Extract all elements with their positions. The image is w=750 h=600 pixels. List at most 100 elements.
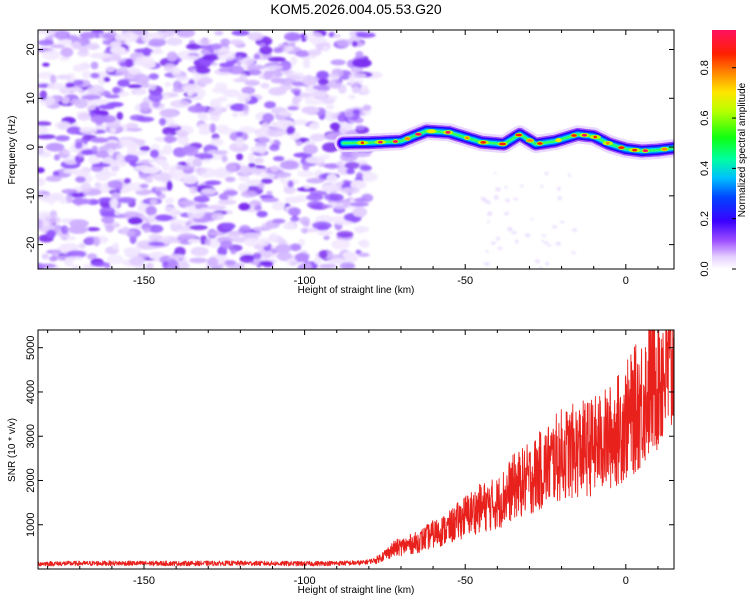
spectrogram-noise-speck	[496, 236, 500, 241]
spectrogram-y-tick-label: -10	[25, 188, 37, 204]
spectrogram-noise-blob	[239, 73, 248, 83]
spectrogram-noise-blob	[79, 31, 97, 39]
spectrogram-noise-blob	[38, 39, 54, 46]
spectrogram-noise-blob	[64, 257, 74, 267]
spectrogram-noise-blob	[81, 94, 102, 100]
spectrogram-noise-blob	[98, 33, 105, 38]
spectrogram-noise-blob	[302, 220, 310, 228]
spectrogram-noise-speck	[572, 228, 578, 232]
spectrogram-noise-blob	[213, 264, 224, 269]
spectrogram-noise-speck	[525, 233, 531, 238]
spectrogram-noise-blob	[348, 75, 356, 85]
spectrogram-noise-blob	[306, 194, 324, 201]
colorbar-label: Normalized spectral amplitude	[737, 82, 748, 217]
spectrogram-noise-blob	[38, 125, 49, 135]
spectrogram-noise-speck	[495, 187, 501, 192]
snr-frame	[37, 329, 675, 570]
spectrogram-noise-blob	[275, 171, 292, 178]
spectrogram-noise-blob	[352, 109, 361, 115]
spectrogram-noise-blob	[318, 250, 328, 259]
spectrogram-noise-blob	[198, 77, 213, 85]
spectrogram-noise-blob	[172, 88, 186, 93]
spectrogram-noise-blob	[279, 160, 299, 170]
spectrogram-noise-blob	[217, 50, 236, 61]
colorbar-tick-label: 0.0	[699, 261, 711, 276]
snr-x-tick-label: -150	[133, 575, 155, 587]
spectrogram-noise-blob	[79, 62, 91, 70]
spectrogram-ridge-hotspot	[606, 141, 610, 145]
spectrogram-ridge-hotspot	[581, 133, 588, 137]
spectrogram-ridge-hotspot	[480, 141, 487, 144]
spectrogram-noise-blob	[53, 154, 61, 161]
spectrogram-noise-speck	[568, 173, 571, 178]
spectrogram-noise-blob	[134, 90, 147, 95]
spectrogram-noise-blob	[145, 205, 157, 216]
spectrogram-noise-blob	[48, 192, 65, 202]
spectrogram-noise-speck	[505, 198, 510, 203]
spectrogram-noise-blob	[249, 69, 262, 76]
spectrogram-noise-blob	[103, 76, 111, 83]
spectrogram-noise-blob	[139, 183, 149, 189]
spectrogram-noise-blob	[85, 100, 97, 111]
spectrogram-noise-blob	[187, 105, 208, 113]
spectrogram-noise-blob	[301, 106, 320, 115]
spectrogram-noise-blob	[50, 74, 57, 85]
spectrogram-noise-blob	[258, 136, 269, 143]
spectrogram-noise-blob	[94, 115, 103, 124]
spectrogram-noise-blob	[238, 59, 255, 65]
snr-y-tick-label: 4000	[25, 380, 37, 404]
spectrogram-noise-blob	[38, 219, 44, 229]
spectrogram-noise-blob	[284, 196, 303, 204]
spectrogram-noise-blob	[91, 145, 99, 154]
spectrogram-noise-blob	[148, 73, 159, 80]
spectrogram-noise-blob	[90, 61, 99, 70]
spectrogram-noise-blob	[148, 224, 164, 233]
spectrogram-noise-blob	[337, 113, 348, 123]
spectrogram-noise-blob	[202, 54, 220, 61]
spectrogram-ridge-hotspot	[378, 140, 383, 144]
spectrogram-noise-blob	[354, 197, 368, 203]
spectrogram-noise-blob	[356, 32, 376, 38]
spectrogram-noise-blob	[275, 244, 292, 253]
colorbar-tick-label: 0.6	[699, 110, 711, 125]
spectrogram-noise-blob	[247, 32, 264, 41]
spectrogram-noise-blob	[247, 152, 255, 163]
spectrogram-noise-blob	[171, 207, 179, 218]
spectrogram-noise-blob	[286, 258, 298, 267]
spectrogram-noise-blob	[72, 169, 90, 177]
spectrogram-noise-blob	[85, 227, 101, 232]
spectrogram-noise-blob	[194, 153, 214, 160]
spectrogram-noise-blob	[330, 59, 346, 66]
spectrogram-noise-blob	[355, 51, 364, 59]
spectrogram-noise-blob	[182, 174, 198, 185]
spectrogram-noise-blob	[128, 150, 149, 156]
spectrogram-noise-blob	[162, 161, 170, 172]
spectrogram-ridge-hotspot	[415, 132, 422, 136]
spectrogram-noise-blob	[169, 219, 187, 225]
spectrogram-noise-blob	[68, 224, 88, 234]
spectrogram-noise-blob	[202, 158, 211, 163]
spectrogram-noise-blob	[328, 78, 342, 89]
spectrogram-noise-blob	[238, 202, 251, 211]
spectrogram-noise-blob	[327, 258, 347, 264]
snr-y-tick-label: 5000	[25, 335, 37, 359]
spectrogram-noise-blobs	[38, 30, 578, 269]
spectrogram-noise-blob	[98, 172, 118, 177]
spectrogram-noise-blob	[77, 49, 90, 57]
spectrogram-noise-blob	[38, 263, 57, 268]
spectrogram-noise-blob	[60, 47, 74, 58]
spectrogram-noise-blob	[99, 206, 116, 217]
spectrogram-noise-blob	[163, 30, 176, 37]
spectrogram-noise-blob	[360, 165, 372, 172]
spectrogram-noise-blob	[86, 43, 100, 50]
spectrogram-noise-speck	[557, 186, 561, 191]
spectrogram-noise-blob	[116, 197, 137, 204]
spectrogram-noise-blob	[117, 91, 130, 97]
spectrogram-ridge-hotspot	[428, 129, 435, 133]
snr-y-label: SNR (10 * v/v)	[7, 418, 18, 482]
spectrogram-noise-speck	[497, 246, 503, 250]
spectrogram-noise-blob	[87, 253, 98, 260]
spectrogram-noise-blob	[327, 95, 338, 100]
spectrogram-noise-speck	[483, 199, 489, 203]
